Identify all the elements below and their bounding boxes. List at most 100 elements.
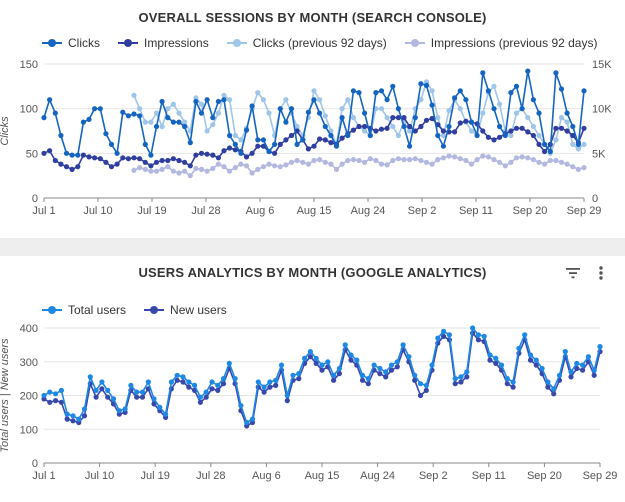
data-point [530, 123, 537, 130]
data-point [105, 394, 111, 400]
data-point [350, 88, 356, 94]
data-point [497, 101, 503, 107]
data-point [307, 354, 313, 360]
data-point [58, 387, 64, 393]
x-tick-label: Aug 6 [246, 205, 275, 217]
data-point [288, 106, 295, 112]
legend-item[interactable]: Impressions (previous 92 days) [404, 36, 597, 50]
data-point [423, 159, 430, 165]
data-point [134, 394, 140, 400]
data-point [232, 141, 238, 147]
data-point [99, 379, 105, 385]
x-tick-label: Jul 10 [85, 470, 114, 482]
y2-tick-label: 5K [592, 148, 606, 160]
filter-icon[interactable] [564, 264, 582, 282]
data-point [87, 374, 93, 380]
data-point [284, 392, 290, 399]
more-vert-icon[interactable] [592, 264, 610, 282]
data-point [260, 164, 266, 170]
data-point [284, 398, 290, 404]
data-point [174, 377, 180, 383]
data-point [440, 128, 446, 134]
data-point [542, 148, 548, 155]
legend-item[interactable]: Impressions [118, 36, 209, 50]
data-point [243, 127, 250, 133]
data-point [348, 352, 354, 358]
legend-item[interactable]: Total users [42, 303, 126, 317]
data-point [294, 123, 300, 130]
data-point [536, 141, 542, 147]
data-point [227, 97, 233, 103]
data-point [545, 384, 551, 390]
data-point [497, 159, 503, 165]
legend-item[interactable]: New users [144, 303, 227, 317]
data-point [41, 392, 47, 399]
y-tick-label: 200 [20, 391, 38, 403]
data-point [407, 123, 413, 130]
data-point [464, 374, 470, 380]
data-point [429, 88, 435, 94]
data-point [137, 113, 143, 119]
y-tick-label: 50 [26, 148, 38, 160]
data-point [108, 164, 115, 170]
data-point [394, 359, 400, 365]
data-point [513, 110, 520, 116]
data-point [108, 141, 115, 147]
data-point [70, 418, 76, 424]
x-tick-label: Aug 15 [297, 205, 332, 217]
data-point [277, 164, 283, 170]
data-point [153, 123, 160, 130]
data-point [519, 106, 525, 112]
data-point [348, 357, 354, 363]
data-point [487, 357, 493, 363]
data-point [86, 154, 92, 160]
x-tick-label: Jul 1 [32, 205, 55, 217]
data-point [530, 132, 537, 139]
legend-item[interactable]: Clicks [42, 36, 100, 50]
data-point [204, 128, 210, 134]
data-point [159, 157, 165, 164]
data-point [435, 335, 441, 341]
data-point [480, 128, 486, 134]
data-point [480, 110, 486, 116]
data-point [367, 156, 373, 162]
data-point [440, 155, 446, 161]
data-point [423, 117, 430, 123]
data-point [204, 151, 210, 157]
data-point [564, 119, 570, 125]
data-point [238, 150, 244, 156]
data-point [464, 369, 470, 375]
data-point [52, 157, 58, 164]
data-point [283, 162, 289, 168]
data-point [317, 136, 323, 142]
data-point [110, 396, 117, 402]
data-point [58, 399, 64, 405]
data-point [296, 371, 302, 377]
data-point [362, 159, 368, 165]
data-point [504, 381, 510, 387]
data-point [255, 143, 261, 149]
data-point [384, 115, 390, 121]
data-point [435, 157, 441, 163]
data-point [493, 360, 499, 366]
data-point [441, 333, 447, 339]
data-point [388, 362, 395, 368]
data-point [137, 156, 143, 162]
data-point [491, 157, 497, 163]
data-point [182, 168, 188, 174]
data-point [209, 386, 215, 392]
data-point [493, 355, 499, 361]
y-axis-label: Clicks [0, 116, 11, 146]
data-point [53, 391, 59, 397]
data-point [232, 165, 238, 171]
y2-tick-label: 10K [592, 104, 612, 116]
data-point [553, 137, 559, 143]
data-point [407, 143, 413, 149]
data-point [336, 371, 342, 377]
data-point [384, 97, 390, 103]
legend-item[interactable]: Clicks (previous 92 days) [226, 36, 387, 50]
data-point [176, 157, 182, 164]
x-tick-label: Sep 20 [513, 205, 548, 217]
data-point [328, 132, 334, 139]
data-point [120, 109, 126, 115]
